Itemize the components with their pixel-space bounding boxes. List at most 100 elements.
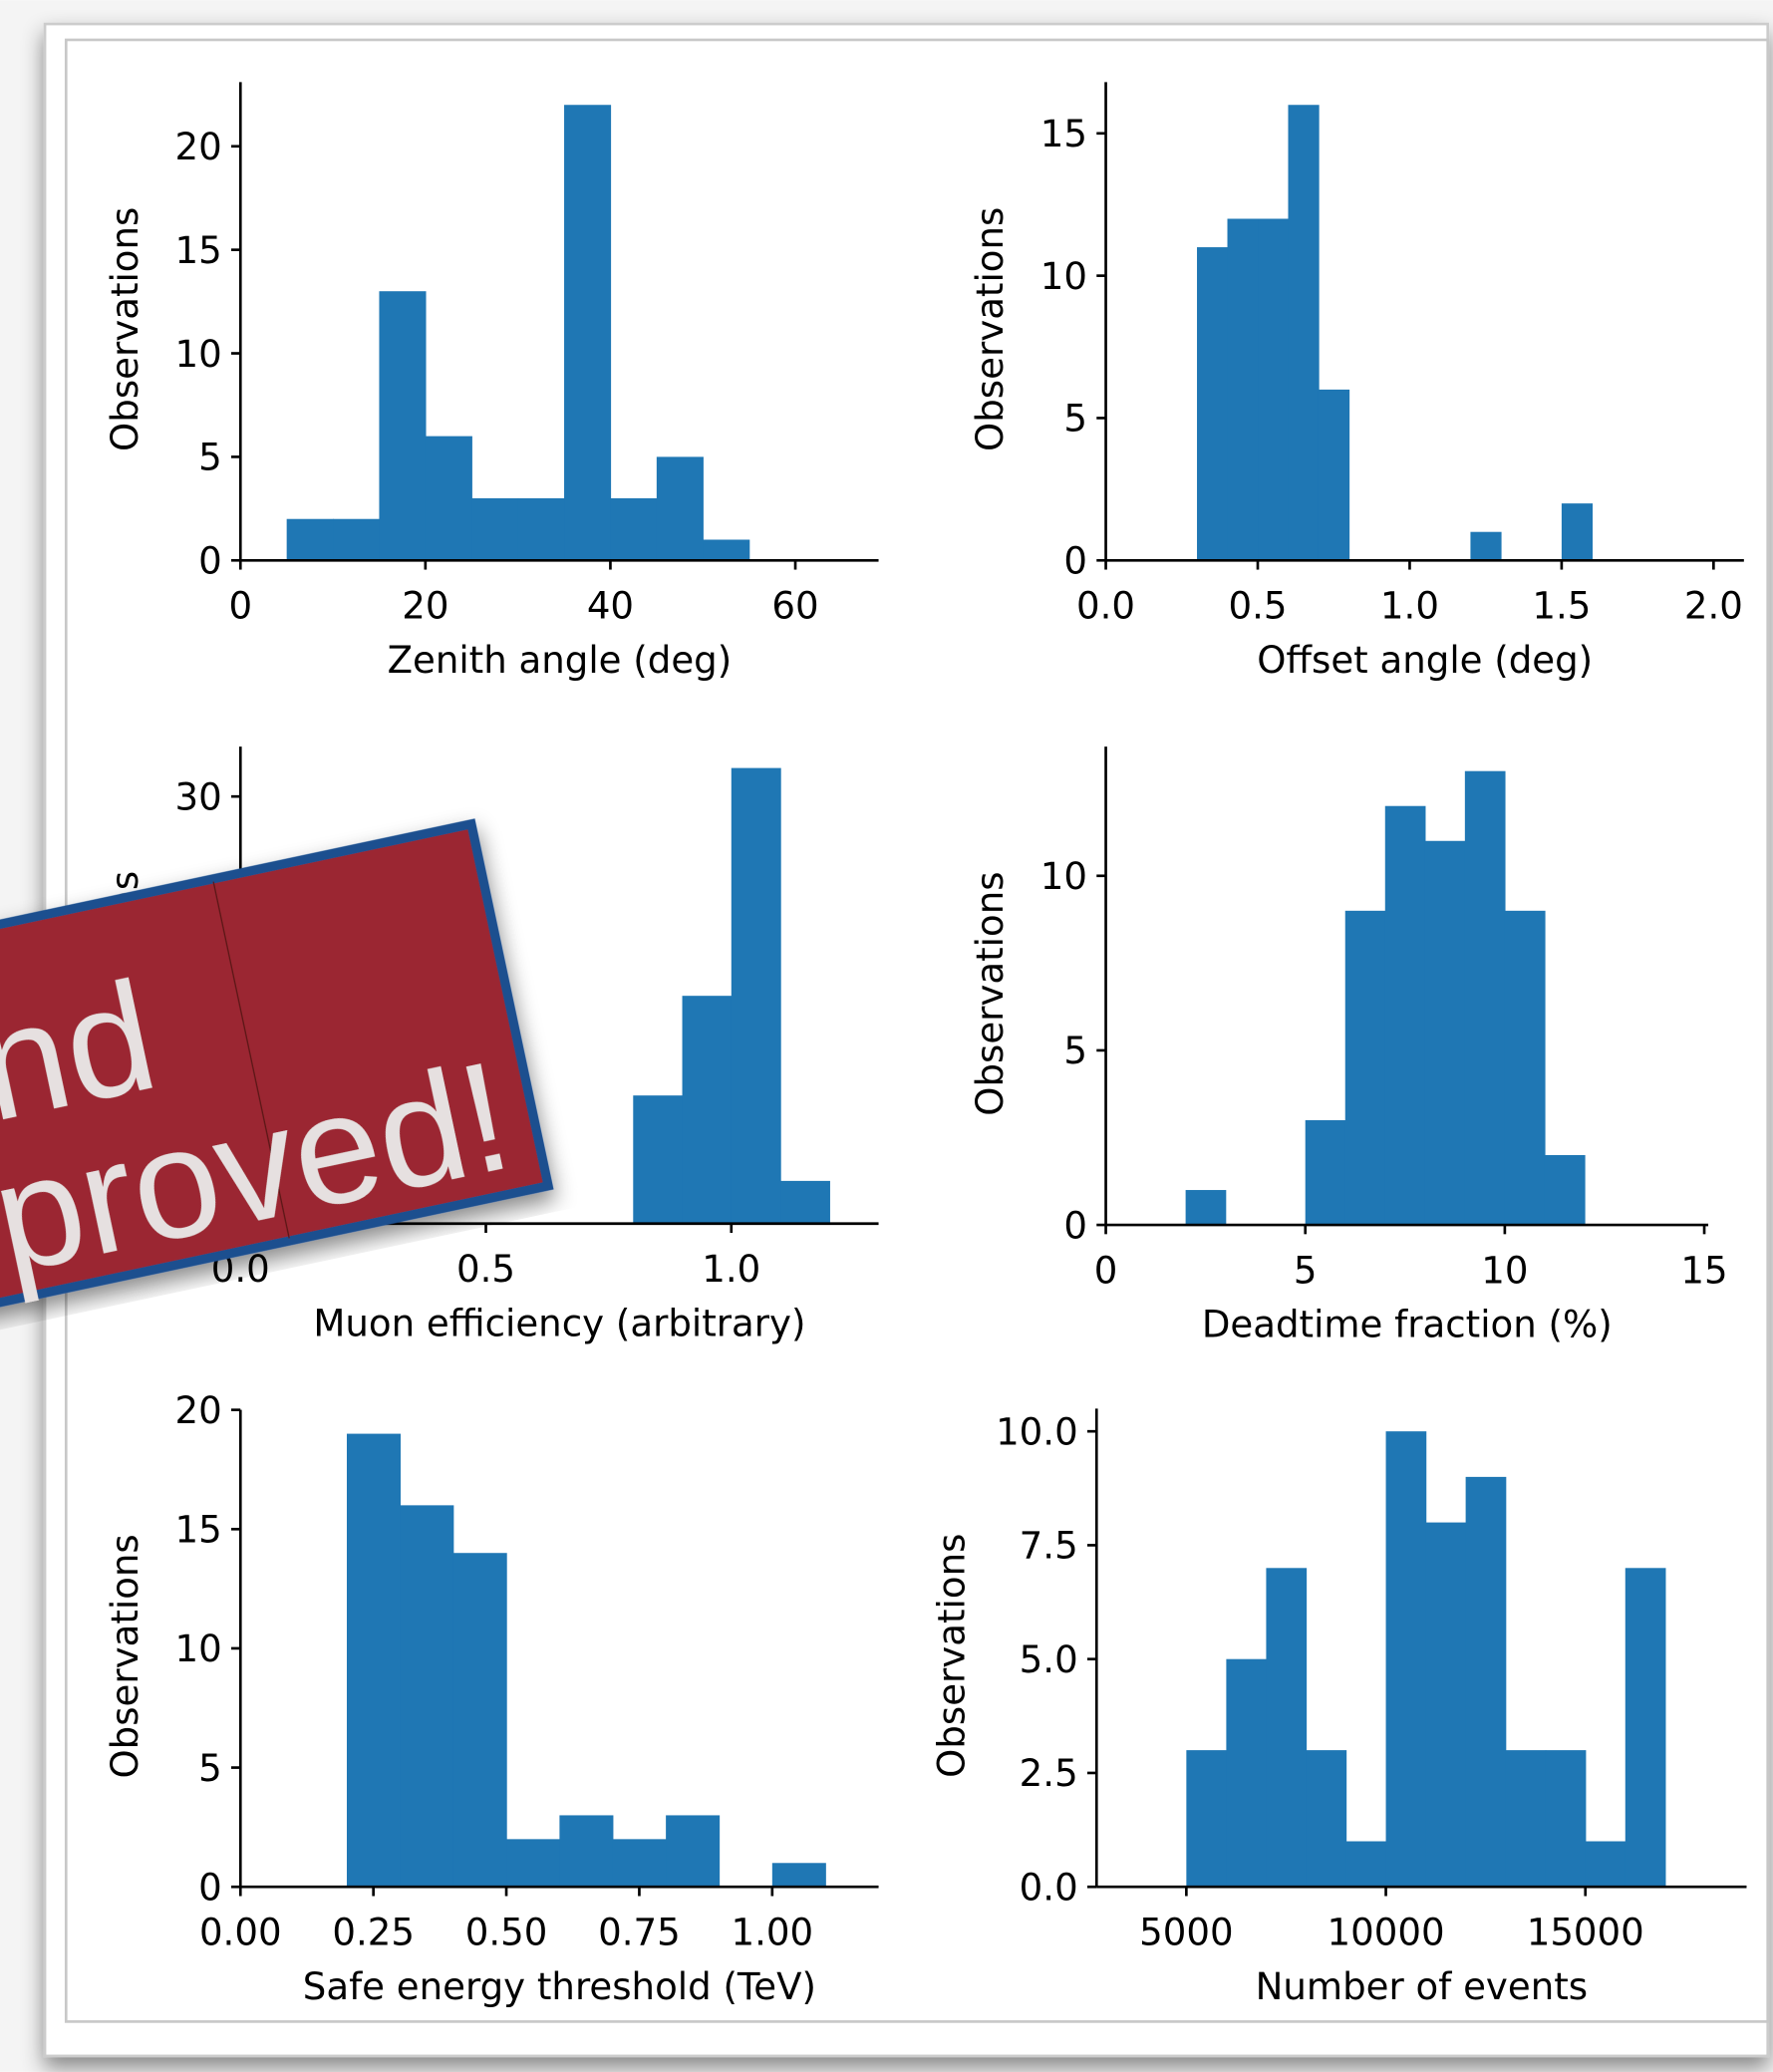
y-tick-label: 5.0	[1020, 1638, 1078, 1681]
bar	[1344, 910, 1386, 1226]
y-tick-label: 0	[1063, 540, 1087, 583]
bar	[1197, 247, 1229, 561]
y-axis-label: Observations	[969, 871, 1012, 1115]
bar	[1318, 389, 1350, 561]
x-tick-label: 1.00	[732, 1912, 814, 1954]
x-tick-label: 0.75	[598, 1912, 681, 1954]
y-tick-label: 20	[174, 1389, 221, 1432]
x-tick-label: 0	[1094, 1249, 1118, 1292]
y-tick-label: 0	[1063, 1204, 1087, 1247]
y-tick-label: 7.5	[1020, 1525, 1078, 1568]
y-tick-label: 0.0	[1020, 1866, 1078, 1909]
y-tick-label: 0	[198, 540, 222, 583]
bar	[656, 456, 704, 561]
bar	[771, 1863, 826, 1888]
bar	[1306, 1750, 1347, 1888]
x-axis-label: Safe energy threshold (TeV)	[303, 1965, 816, 2008]
bar	[425, 436, 472, 561]
x-tick-label: 10000	[1328, 1912, 1445, 1954]
x-tick-label: 0.25	[332, 1912, 415, 1954]
y-tick-label: 10.0	[996, 1410, 1078, 1453]
y-tick-label: 15	[174, 1509, 221, 1552]
x-tick-label: 60	[771, 585, 818, 628]
x-tick-label: 10	[1481, 1249, 1528, 1292]
bar	[666, 1815, 721, 1888]
y-tick-label: 15	[174, 229, 221, 272]
y-tick-label: 0	[198, 1866, 222, 1909]
x-tick-label: 0.0	[1076, 585, 1135, 628]
bar	[1561, 503, 1594, 561]
y-tick-label: 20	[174, 126, 221, 168]
y-tick-label: 5	[198, 437, 222, 479]
bar	[1288, 105, 1320, 561]
bar	[1425, 1522, 1467, 1888]
y-tick-label: 10	[1040, 255, 1087, 298]
bar	[506, 1839, 561, 1888]
x-tick-label: 1.0	[1380, 585, 1439, 628]
bar	[517, 497, 565, 561]
bar	[612, 1839, 667, 1888]
x-axis-label: Offset angle (deg)	[1257, 639, 1593, 682]
x-tick-label: 5000	[1139, 1912, 1233, 1954]
bar	[1384, 805, 1426, 1226]
x-tick-label: 0.5	[1228, 585, 1287, 628]
x-tick-label: 15	[1680, 1249, 1727, 1292]
bar	[400, 1505, 454, 1888]
stamp-body	[0, 818, 554, 1316]
y-axis-label: Observations	[104, 207, 147, 451]
x-axis-label: Muon efficiency (arbitrary)	[313, 1302, 805, 1344]
y-tick-label: 5	[1063, 398, 1087, 441]
x-tick-label: 20	[402, 585, 448, 628]
bar	[731, 767, 781, 1224]
bar	[1424, 840, 1466, 1226]
bar	[559, 1815, 614, 1888]
y-tick-label: 10	[1040, 855, 1087, 898]
x-tick-label: 1.0	[702, 1248, 760, 1291]
y-tick-label: 2.5	[1020, 1752, 1078, 1795]
bar	[1227, 218, 1259, 561]
bar	[1465, 1476, 1507, 1888]
bar	[346, 1433, 401, 1888]
bar	[379, 291, 427, 561]
x-axis-label: Number of events	[1256, 1965, 1588, 2008]
bar	[333, 518, 381, 561]
bar	[1470, 531, 1502, 561]
y-tick-label: 5	[198, 1747, 222, 1790]
y-axis-label: Observations	[931, 1534, 974, 1778]
x-tick-label: 0.5	[456, 1248, 515, 1291]
bar	[1226, 1658, 1268, 1888]
bar	[1544, 1155, 1586, 1226]
bar	[564, 105, 612, 561]
x-tick-label: 5	[1294, 1249, 1318, 1292]
bar	[703, 539, 750, 561]
x-tick-label: 15000	[1527, 1912, 1644, 1954]
x-axis-label: Zenith angle (deg)	[388, 639, 733, 682]
x-tick-label: 0.50	[465, 1912, 548, 1954]
bar	[1585, 1841, 1626, 1888]
x-tick-label: 1.5	[1532, 585, 1591, 628]
bar	[452, 1553, 507, 1888]
x-axis-label: Deadtime fraction (%)	[1202, 1304, 1613, 1346]
y-tick-label: 30	[174, 775, 221, 818]
bar	[1545, 1750, 1587, 1888]
bar	[471, 497, 519, 561]
y-axis-label: Observations	[104, 1534, 147, 1778]
bar	[633, 1095, 684, 1224]
y-tick-label: 10	[174, 1628, 221, 1670]
bar	[1266, 1568, 1308, 1888]
bar	[1345, 1841, 1387, 1888]
bar	[780, 1180, 830, 1224]
bar	[1625, 1568, 1666, 1888]
y-tick-label: 5	[1063, 1030, 1087, 1072]
bar	[1385, 1431, 1427, 1888]
bar	[1504, 910, 1546, 1226]
x-tick-label: 0.00	[199, 1912, 282, 1954]
bar	[1258, 218, 1290, 561]
bar	[610, 497, 658, 561]
x-tick-label: 0	[228, 585, 252, 628]
bar	[286, 518, 334, 561]
x-tick-label: 40	[587, 585, 634, 628]
bar	[682, 996, 733, 1224]
